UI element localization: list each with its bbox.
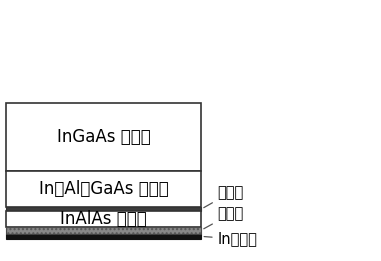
Bar (6, 234, 201, 239)
Text: InGaAs 缓冲层: InGaAs 缓冲层 (57, 128, 150, 146)
Bar (6, 227, 201, 234)
Bar (6, 171, 201, 207)
Text: InAlAs 缓冲层: InAlAs 缓冲层 (60, 210, 147, 228)
Text: In预通层: In预通层 (204, 232, 258, 247)
Text: In（Al）GaAs 缓冲层: In（Al）GaAs 缓冲层 (39, 180, 169, 198)
Bar (6, 103, 201, 171)
Bar (6, 227, 201, 234)
Text: 超晶格: 超晶格 (204, 185, 244, 208)
Bar (6, 207, 201, 211)
Text: 成核层: 成核层 (204, 206, 244, 229)
Bar (6, 211, 201, 227)
